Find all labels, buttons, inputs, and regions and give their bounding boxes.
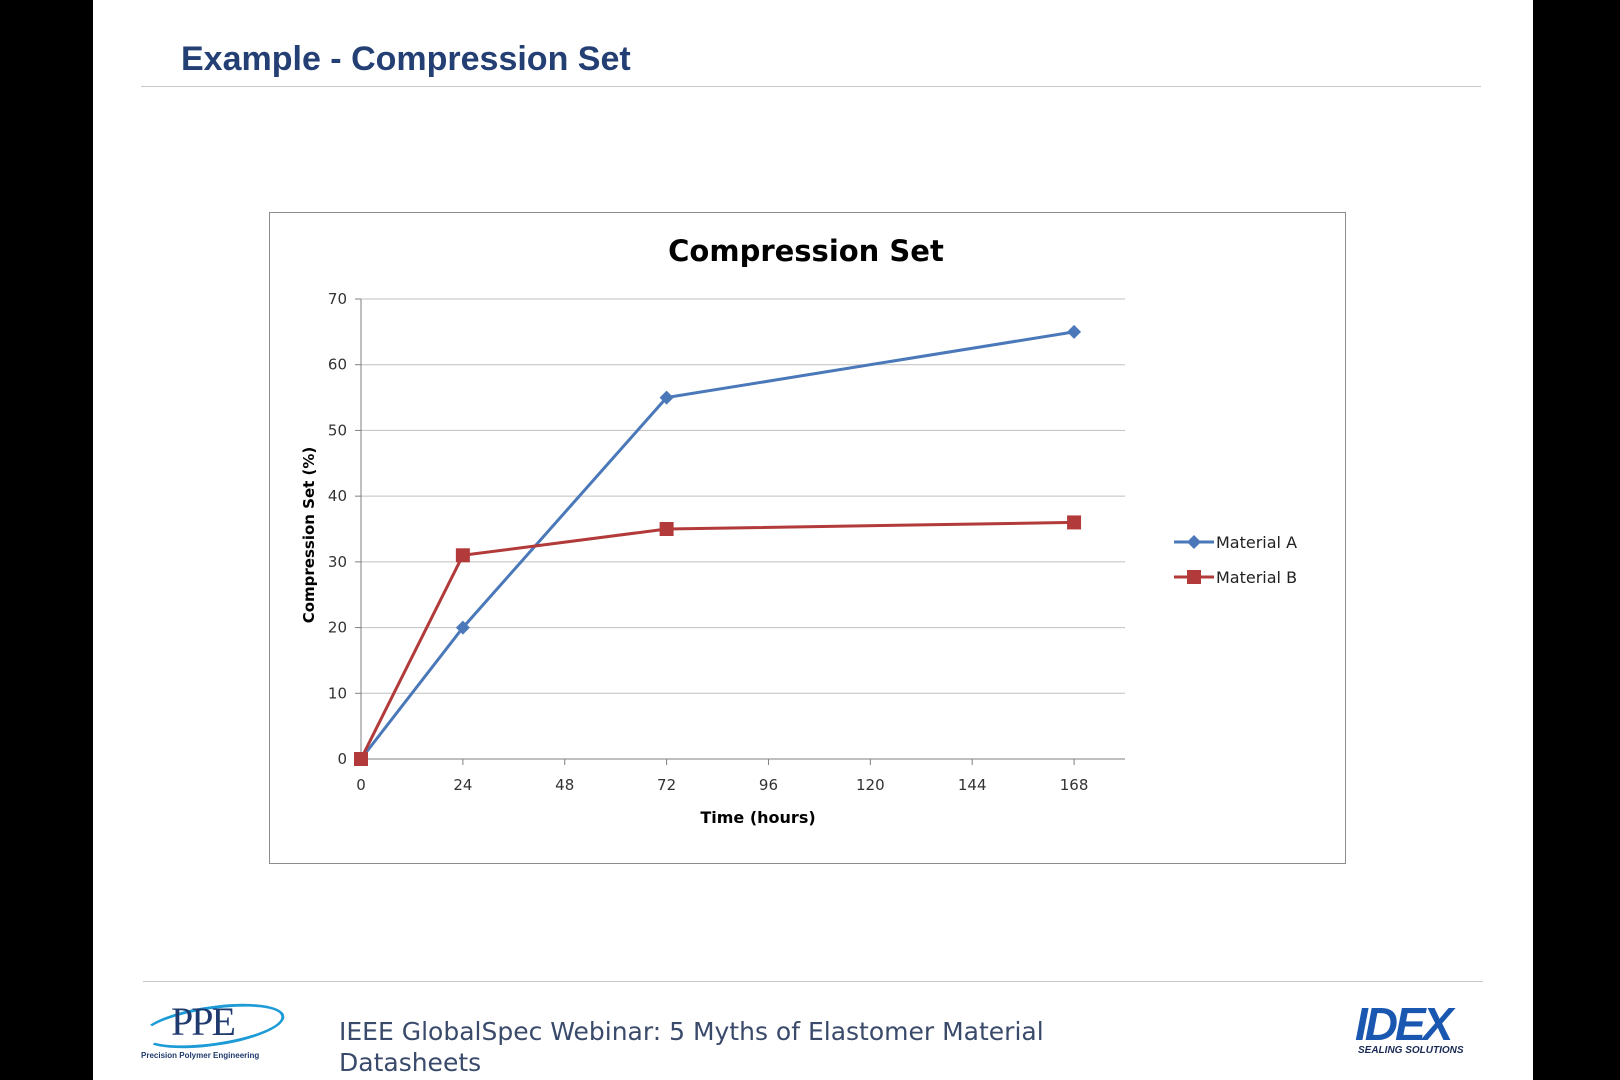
legend-marker-material-a xyxy=(1187,535,1201,549)
x-tick-label: 144 xyxy=(958,776,987,794)
footer-text: IEEE GlobalSpec Webinar: 5 Myths of Elas… xyxy=(339,1017,1044,1077)
series-line-material-b xyxy=(359,520,1075,760)
legend-label-material-b: Material B xyxy=(1216,568,1297,587)
x-tick-label: 120 xyxy=(856,776,885,794)
legend-marker-material-b xyxy=(1187,570,1201,584)
slide-title: Example - Compression Set xyxy=(181,40,631,78)
data-point-material-a xyxy=(1067,324,1082,339)
ppe-logo-tagline: Precision Polymer Engineering xyxy=(141,1051,260,1060)
data-point-material-b xyxy=(659,522,674,536)
idex-logo-tagline: SEALING SOLUTIONS xyxy=(1358,1045,1464,1056)
idex-logo-word: IDEX xyxy=(1355,998,1453,1050)
slide: Example - Compression Set 0 10 20 30 40 50 60 7… xyxy=(93,0,1533,1080)
ppe-logo-letters: PPE xyxy=(171,999,236,1044)
data-point-material-b xyxy=(354,752,368,766)
title-divider xyxy=(141,86,1481,87)
chart-title: Compression Set xyxy=(668,234,944,268)
x-tick-label: 0 xyxy=(356,776,366,794)
ppe-logo: PPE Precision Polymer Engineering xyxy=(138,996,288,1062)
series-line-material-a xyxy=(359,330,1075,760)
y-tick-label: 0 xyxy=(337,750,347,768)
y-tick-label: 20 xyxy=(328,619,347,637)
compression-set-chart: 0 10 20 30 40 50 60 70 0 24 48 72 96 120 144 168 Materi… xyxy=(300,234,1297,827)
data-point-material-b xyxy=(455,548,470,563)
y-tick-label: 40 xyxy=(328,487,347,505)
x-tick-label: 24 xyxy=(453,776,472,794)
x-tick-label: 72 xyxy=(657,776,676,794)
y-tick-label: 10 xyxy=(328,684,347,702)
x-tick-label: 96 xyxy=(759,776,778,794)
y-tick-label: 30 xyxy=(328,553,347,571)
chart-frame: 0 10 20 30 40 50 60 70 0 24 48 72 96 120 144 168 Materi… xyxy=(269,212,1346,864)
legend-label-material-a: Material A xyxy=(1216,533,1297,552)
x-tick-label: 48 xyxy=(555,776,574,794)
y-tick-label: 60 xyxy=(328,356,347,374)
data-point-material-b xyxy=(1067,515,1082,530)
x-axis-label: Time (hours) xyxy=(700,808,815,827)
data-point-material-a xyxy=(659,390,674,405)
idex-logo: IDEX SEALING SOLUTIONS xyxy=(1355,998,1485,1063)
y-axis-label: Compression Set (%) xyxy=(300,447,318,624)
y-tick-label: 70 xyxy=(328,290,347,308)
x-tick-label: 168 xyxy=(1060,776,1089,794)
data-point-material-a xyxy=(455,620,470,635)
y-tick-label: 50 xyxy=(328,421,347,439)
footer-divider xyxy=(143,981,1483,982)
